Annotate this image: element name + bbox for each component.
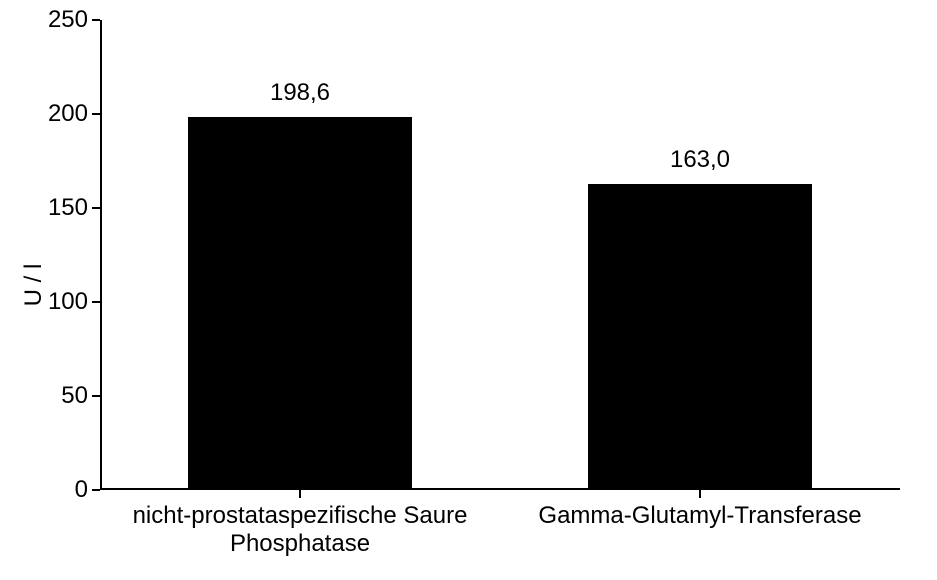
y-tick-label: 250 [28, 6, 88, 34]
y-tick [92, 489, 100, 491]
y-tick [92, 19, 100, 21]
y-axis-label: U / l [20, 50, 48, 520]
bar [188, 117, 412, 490]
bar-value-label: 163,0 [500, 146, 900, 174]
x-category-line: Phosphatase [230, 530, 370, 557]
y-tick [92, 207, 100, 209]
x-tick [699, 490, 701, 498]
bar-chart: 0 50 100 150 200 250 U / l 198,6 163,0 n… [0, 0, 937, 580]
x-category-label: Gamma-Glutamyl-Transferase [500, 502, 900, 530]
x-category-line: Gamma-Glutamyl-Transferase [538, 502, 861, 529]
bar-value-label: 198,6 [100, 79, 500, 107]
x-category-label: nicht-prostataspezifische Saure Phosphat… [100, 502, 500, 557]
x-category-line: nicht-prostataspezifische Saure [133, 502, 468, 529]
y-tick [92, 113, 100, 115]
y-tick [92, 395, 100, 397]
bar [588, 184, 812, 490]
x-tick [299, 490, 301, 498]
y-tick [92, 301, 100, 303]
